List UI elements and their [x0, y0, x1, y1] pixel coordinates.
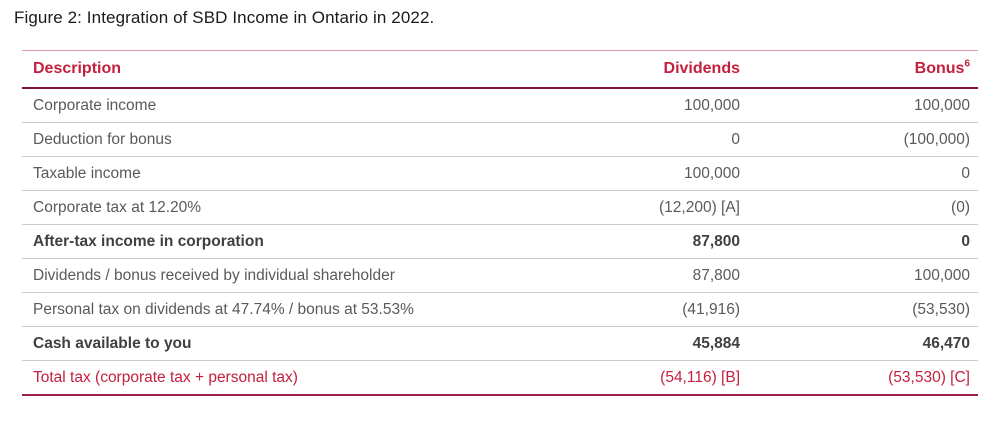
row-bonus-value: 46,470: [747, 326, 978, 361]
table-row: Cash available to you 45,884 46,470: [22, 326, 978, 361]
column-header-description: Description: [22, 50, 542, 89]
row-dividends-value: (54,116) [B]: [542, 360, 747, 396]
table-row: Total tax (corporate tax + personal tax)…: [22, 360, 978, 396]
row-description: Taxable income: [22, 156, 542, 191]
row-bonus-value: 100,000: [747, 88, 978, 123]
table-header-row: Description Dividends Bonus6: [22, 50, 978, 89]
row-description: Deduction for bonus: [22, 122, 542, 157]
table-row: After-tax income in corporation 87,800 0: [22, 224, 978, 259]
row-bonus-value: (0): [747, 190, 978, 225]
row-description: Corporate tax at 12.20%: [22, 190, 542, 225]
row-dividends-value: 87,800: [542, 258, 747, 293]
row-bonus-value: 100,000: [747, 258, 978, 293]
row-bonus-value: (100,000): [747, 122, 978, 157]
row-description: Personal tax on dividends at 47.74% / bo…: [22, 292, 542, 327]
row-dividends-value: 100,000: [542, 156, 747, 191]
row-description: After-tax income in corporation: [22, 224, 542, 259]
row-dividends-value: (12,200) [A]: [542, 190, 747, 225]
integration-table: Description Dividends Bonus6 Corporate i…: [22, 50, 978, 396]
table-row: Personal tax on dividends at 47.74% / bo…: [22, 292, 978, 327]
row-dividends-value: 87,800: [542, 224, 747, 259]
row-bonus-value: (53,530): [747, 292, 978, 327]
row-dividends-value: (41,916): [542, 292, 747, 327]
row-description: Total tax (corporate tax + personal tax): [22, 360, 542, 396]
table-row: Corporate income 100,000 100,000: [22, 88, 978, 123]
row-bonus-value: 0: [747, 224, 978, 259]
table-row: Dividends / bonus received by individual…: [22, 258, 978, 293]
table-header: Description Dividends Bonus6: [22, 50, 978, 89]
table-row: Deduction for bonus 0 (100,000): [22, 122, 978, 157]
column-header-dividends: Dividends: [542, 50, 747, 89]
row-dividends-value: 100,000: [542, 88, 747, 123]
row-dividends-value: 45,884: [542, 326, 747, 361]
row-description: Corporate income: [22, 88, 542, 123]
column-header-bonus-label: Bonus: [914, 60, 965, 77]
figure-title: Figure 2: Integration of SBD Income in O…: [14, 8, 435, 27]
row-bonus-value: 0: [747, 156, 978, 191]
table-body: Corporate income 100,000 100,000 Deducti…: [22, 88, 978, 396]
row-dividends-value: 0: [542, 122, 747, 157]
table-row: Taxable income 100,000 0: [22, 156, 978, 191]
row-description: Dividends / bonus received by individual…: [22, 258, 542, 293]
footnote-marker: 6: [964, 58, 970, 70]
row-description: Cash available to you: [22, 326, 542, 361]
table-row: Corporate tax at 12.20% (12,200) [A] (0): [22, 190, 978, 225]
column-header-bonus: Bonus6: [747, 50, 978, 89]
row-bonus-value: (53,530) [C]: [747, 360, 978, 396]
